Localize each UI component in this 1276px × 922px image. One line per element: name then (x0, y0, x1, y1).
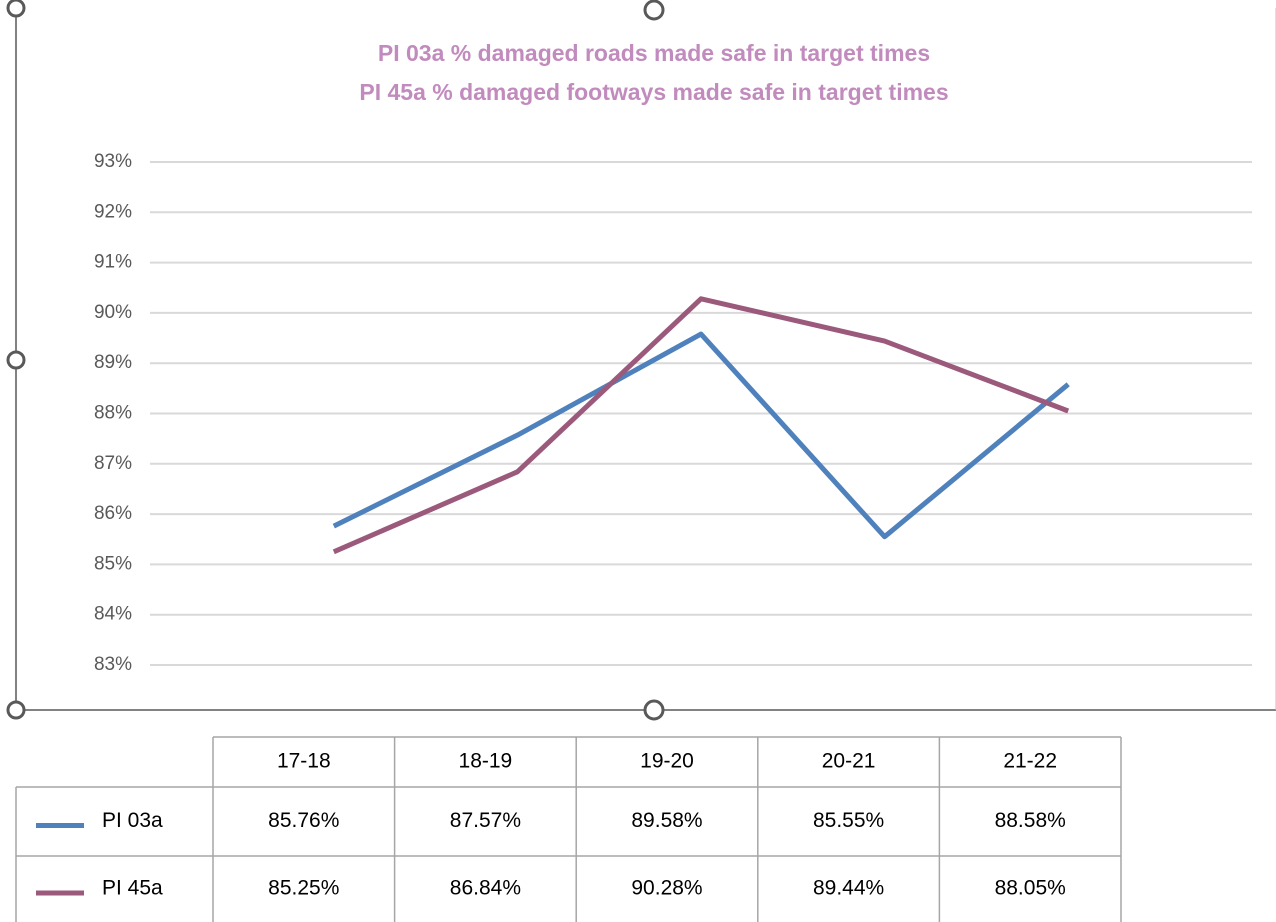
handle[interactable] (643, 699, 665, 721)
handle[interactable] (6, 350, 26, 370)
y-tick-label: 90% (94, 302, 132, 323)
table-value: 85.55% (813, 809, 884, 832)
y-tick-label: 87% (94, 453, 132, 474)
handle[interactable] (6, 700, 26, 720)
table-value: 89.58% (631, 809, 702, 832)
handle[interactable] (6, 0, 26, 18)
handle[interactable] (643, 0, 665, 21)
y-tick-label: 89% (94, 352, 132, 373)
column-header: 20-21 (822, 750, 876, 773)
column-header: 19-20 (640, 750, 694, 773)
column-header: 17-18 (277, 750, 331, 773)
y-tick-label: 83% (94, 654, 132, 675)
column-header: 18-19 (459, 750, 513, 773)
legend-label: PI 45a (102, 877, 163, 900)
table-value: 88.05% (995, 877, 1066, 900)
y-tick-label: 91% (94, 252, 132, 273)
table-value: 85.76% (268, 809, 339, 832)
resize-handles[interactable] (6, 0, 665, 721)
y-tick-label: 84% (94, 604, 132, 625)
table-value: 86.84% (450, 877, 521, 900)
table-value: 87.57% (450, 809, 521, 832)
legend-label: PI 03a (102, 809, 163, 832)
table-value: 90.28% (631, 877, 702, 900)
chart-title: PI 45a % damaged footways made safe in t… (359, 79, 948, 105)
chart-title: PI 03a % damaged roads made safe in targ… (378, 40, 930, 66)
y-tick-label: 85% (94, 553, 132, 574)
y-tick-label: 93% (94, 151, 132, 172)
series-line (332, 296, 1070, 555)
table-value: 85.25% (268, 877, 339, 900)
y-tick-label: 88% (94, 403, 132, 424)
series-line (332, 331, 1070, 540)
column-header: 21-22 (1003, 750, 1057, 773)
table-value: 88.58% (995, 809, 1066, 832)
y-tick-label: 92% (94, 201, 132, 222)
y-tick-label: 86% (94, 503, 132, 524)
table-value: 89.44% (813, 877, 884, 900)
